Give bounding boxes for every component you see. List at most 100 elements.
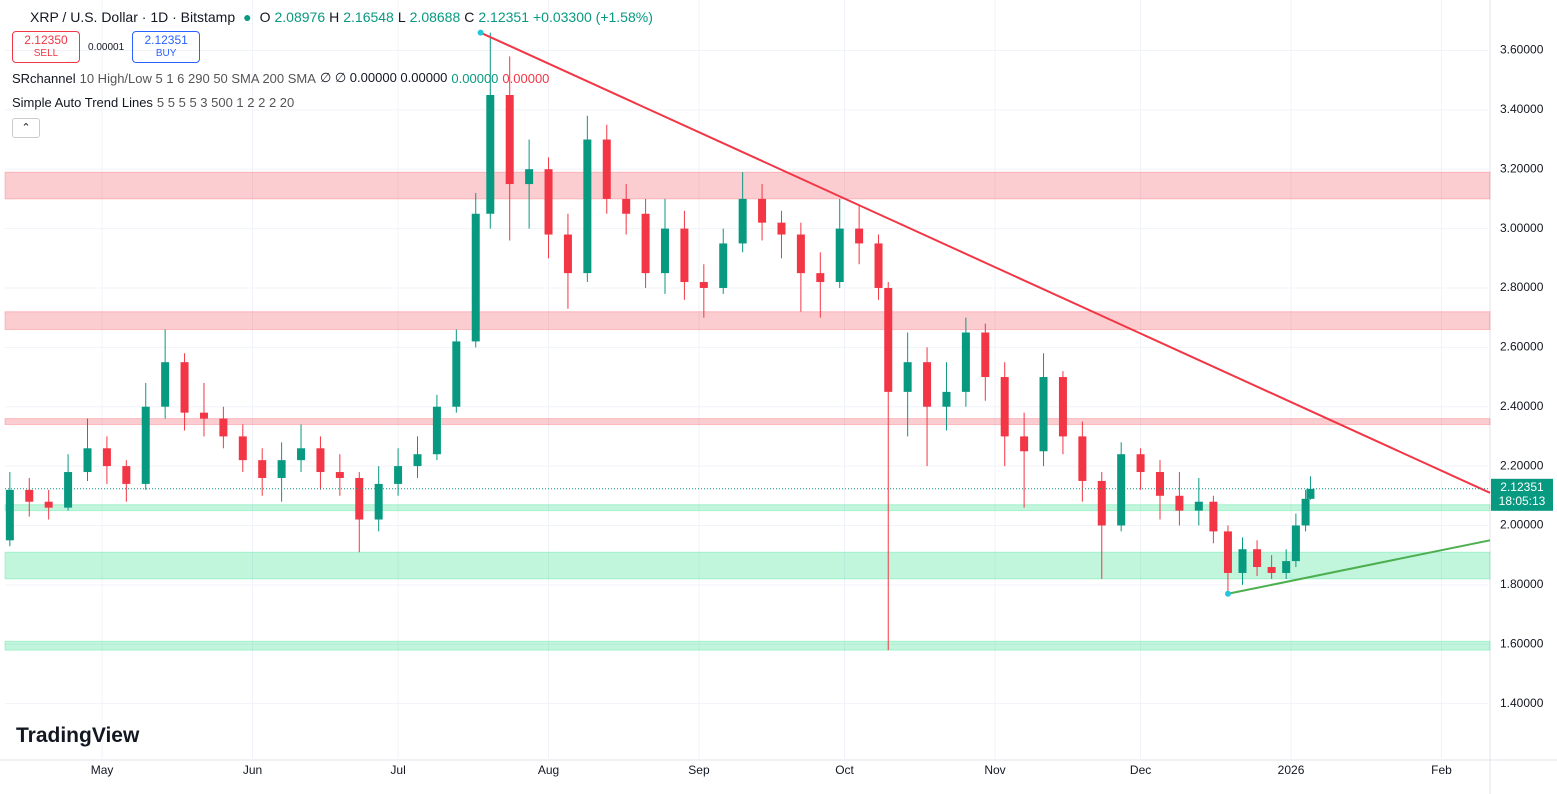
sell-price: 2.12350 (24, 33, 68, 47)
y-tick-label: 1.80000 (1500, 577, 1544, 591)
candle-body (471, 213, 480, 342)
x-tick-label: Oct (835, 763, 854, 777)
header: XRP / U.S. Dollar · 1D · Bitstamp ● O 2.0… (12, 6, 653, 138)
candle-body (661, 228, 669, 274)
candle-body (544, 169, 553, 235)
candle-body (758, 198, 767, 223)
sr-zone (4, 418, 1491, 426)
x-tick-label: 2026 (1278, 763, 1305, 777)
candle-body (1253, 549, 1262, 568)
ohlc-value: 2.08688 (409, 9, 461, 25)
y-tick-label: 1.40000 (1500, 696, 1544, 710)
candle-body (1306, 488, 1315, 499)
candle-body (1097, 480, 1106, 526)
candle-body (258, 460, 267, 478)
indicator-values: ∅ ∅ 0.00000 0.00000 (319, 70, 448, 85)
y-tick-label: 2.20000 (1500, 458, 1544, 472)
last-price-label: 2.12351 (1500, 480, 1544, 494)
candle-body (64, 472, 73, 508)
ohlc-label: L (397, 9, 406, 25)
y-tick-label: 2.40000 (1500, 399, 1544, 413)
y-tick-label: 2.60000 (1500, 340, 1544, 354)
candle-body (1282, 561, 1291, 573)
candle-body (622, 198, 631, 214)
candle-body (5, 489, 14, 541)
trend-line (1227, 539, 1491, 595)
candle-body (525, 169, 534, 185)
candle-body (981, 332, 990, 378)
x-tick-label: Sep (688, 763, 710, 777)
y-tick-label: 3.60000 (1500, 43, 1544, 57)
candle-body (583, 139, 592, 274)
x-tick-label: Feb (1431, 763, 1452, 777)
candle-body (413, 454, 422, 467)
y-tick-label: 3.40000 (1500, 102, 1544, 116)
x-tick-label: Jul (390, 763, 405, 777)
candle-body (1267, 567, 1276, 573)
symbol[interactable]: XRP / U.S. Dollar · 1D · Bitstamp (30, 9, 236, 25)
candle-body (219, 418, 228, 437)
sell-button[interactable]: 2.12350 SELL (12, 31, 80, 63)
ohlc-label: C (464, 9, 475, 25)
x-tick-label: May (91, 763, 114, 777)
candle-body (1078, 436, 1087, 481)
candle-body (374, 483, 383, 520)
candle-body (923, 362, 932, 407)
candle-body (641, 213, 650, 274)
sr-zone (4, 504, 1491, 512)
candle-body (777, 222, 786, 235)
candle-body (1020, 436, 1029, 452)
candle-body (1291, 525, 1300, 562)
candle-body (961, 332, 970, 392)
candle-body (1000, 377, 1009, 437)
candle-body (452, 341, 461, 407)
x-tick-label: Jun (243, 763, 262, 777)
candle-body (83, 448, 92, 473)
y-tick-label: 3.20000 (1500, 161, 1544, 175)
candle-body (563, 234, 572, 274)
candle-body (738, 198, 747, 244)
candle-body (180, 362, 189, 413)
y-tick-label: 2.80000 (1500, 280, 1544, 294)
buy-label: BUY (155, 48, 177, 59)
candle-body (44, 501, 53, 508)
candle-body (1194, 501, 1203, 511)
x-tick-label: Aug (538, 763, 559, 777)
last-price-box (1491, 478, 1553, 511)
candle-body (884, 287, 893, 392)
indicator-name[interactable]: Simple Auto Trend Lines (12, 94, 153, 110)
candle-body (141, 406, 150, 484)
buy-button[interactable]: 2.12351 BUY (132, 31, 201, 63)
change: +0.03300 (+1.58%) (532, 9, 653, 25)
logo: TradingView (16, 724, 140, 747)
candle-body (1209, 501, 1218, 532)
y-tick-label: 2.00000 (1500, 518, 1544, 532)
candle-body (355, 477, 364, 520)
candle-body (238, 436, 247, 461)
pivot-dot (477, 29, 484, 36)
sr-zone (4, 551, 1491, 580)
candle-body (816, 273, 825, 283)
candle-body (874, 243, 883, 288)
trade-row: 2.12350 SELL 0.00001 2.12351 BUY (12, 28, 653, 66)
sr-zone (4, 640, 1491, 651)
x-tick-label: Dec (1130, 763, 1151, 777)
buy-price: 2.12351 (144, 33, 188, 47)
candle-body (199, 412, 208, 419)
indicator-row: Simple Auto Trend Lines 5 5 5 5 3 500 1 … (12, 90, 653, 114)
collapse-button[interactable]: ⌃ (12, 118, 40, 138)
candle-body (161, 362, 170, 407)
candle-body (719, 243, 728, 288)
ohlc-value: 2.08976 (274, 9, 326, 25)
candle-body (316, 448, 325, 473)
candle-body (903, 362, 912, 392)
indicator-value: 0.00000 (502, 70, 550, 86)
countdown: 18:05:13 (1499, 494, 1546, 508)
pivot-dot (1224, 590, 1231, 597)
ohlc-label: H (329, 9, 340, 25)
candle-body (122, 466, 131, 484)
candle-body (1136, 454, 1145, 473)
indicator-name[interactable]: SRchannel (12, 70, 76, 86)
candle-body (855, 228, 864, 244)
